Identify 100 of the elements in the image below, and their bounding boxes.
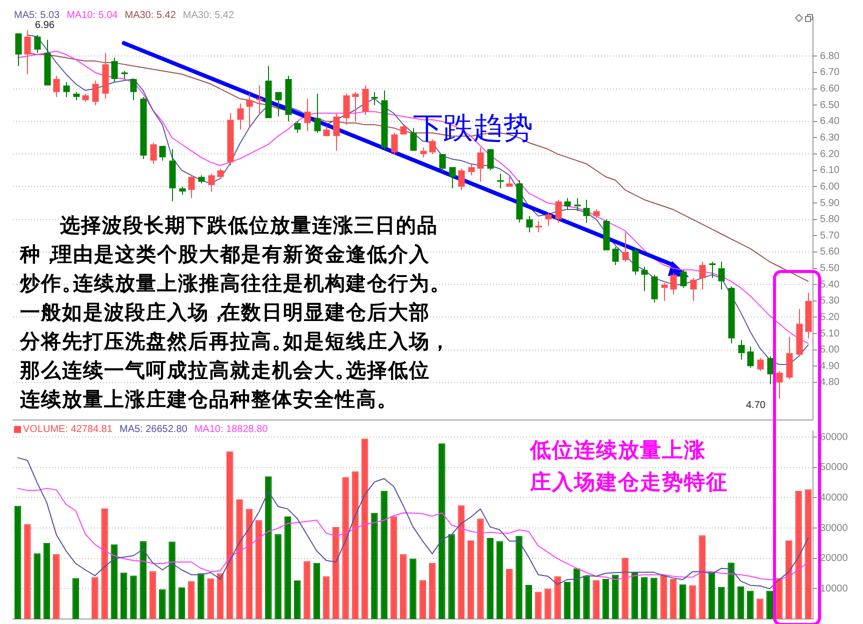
candlestick: [179, 186, 186, 196]
bar: [380, 490, 388, 619]
bar: [670, 578, 677, 619]
y-tick-label: 10000: [820, 583, 848, 594]
candlestick: [53, 75, 60, 98]
annotation: 6.96: [35, 20, 54, 31]
bar: [477, 518, 484, 619]
candlestick: [102, 52, 109, 100]
bar: [746, 590, 754, 619]
candlestick: [699, 261, 706, 290]
candlestick: [661, 282, 668, 302]
candlestick: [805, 292, 812, 339]
candlestick: [314, 93, 321, 134]
bar: [756, 598, 764, 619]
bar: [496, 541, 504, 619]
candlestick: [632, 248, 639, 276]
candlestick: [680, 269, 687, 288]
bar: [737, 586, 744, 619]
bar: [226, 451, 234, 619]
bar: [564, 582, 571, 619]
candlestick: [34, 34, 41, 54]
series-label: MA5: 5.03: [14, 10, 60, 21]
y-tick-label: 50000: [820, 462, 848, 474]
legend-label: VOLUME: 42784.81: [23, 424, 112, 435]
bar: [438, 443, 446, 619]
candlestick: [612, 246, 619, 266]
bar: [322, 576, 330, 619]
candlestick: [111, 57, 118, 83]
y-tick-label: 4.80: [820, 377, 840, 388]
candlestick: [237, 102, 244, 130]
y-tick-label: 5.50: [820, 263, 840, 274]
candlestick: [738, 340, 745, 360]
candlestick: [555, 199, 562, 224]
candlestick: [227, 112, 234, 166]
text: MA5: 26652.80: [120, 424, 188, 435]
candlestick: [670, 272, 677, 295]
bar: [14, 506, 22, 619]
candlestick: [526, 216, 533, 233]
bar: [640, 577, 648, 619]
bar: [130, 576, 137, 619]
candlestick: [651, 274, 658, 304]
bar: [284, 516, 292, 619]
candlestick: [516, 180, 523, 224]
candlestick: [545, 212, 552, 226]
candlestick: [362, 85, 369, 116]
bar: [544, 588, 552, 619]
candlestick: [44, 39, 51, 86]
bar: [188, 581, 195, 619]
annotation: 庄入场建仓走势特征: [530, 469, 728, 496]
bar: [554, 576, 561, 619]
candlestick: [747, 346, 754, 368]
candlestick: [506, 176, 513, 187]
y-tick-label: 40000: [820, 492, 848, 504]
candlestick: [535, 220, 542, 233]
bar: [140, 541, 146, 619]
bar: [428, 562, 436, 619]
candlestick: [468, 163, 475, 176]
bar: [622, 558, 628, 619]
bar: [631, 572, 638, 619]
candlestick: [256, 85, 263, 116]
y-tick-label: 6.80: [820, 50, 840, 62]
bar: [178, 587, 186, 619]
bar: [660, 575, 667, 619]
y-tick-label: 5.20: [820, 312, 840, 323]
candlestick: [796, 308, 803, 357]
candlestick: [420, 147, 427, 158]
y-tick-label: 6.50: [820, 100, 840, 111]
y-tick-label: 5.60: [820, 246, 840, 258]
bar: [236, 500, 243, 619]
annotation: 4.70: [746, 400, 766, 411]
candlestick: [198, 174, 205, 184]
candlestick: [439, 154, 446, 172]
bar: [361, 438, 368, 619]
candlestick: [381, 90, 388, 152]
y-tick-label: 5.80: [820, 214, 840, 226]
bar: [371, 512, 378, 619]
y-tick-label: 5.70: [820, 230, 840, 242]
bar: [698, 535, 706, 619]
candlestick: [776, 370, 783, 400]
candlestick: [265, 65, 272, 118]
y-tick-label: 30000: [820, 522, 848, 534]
bar: [120, 572, 128, 619]
bar: [342, 477, 349, 619]
bar: [207, 578, 214, 619]
y-tick-label: 5.30: [820, 296, 840, 307]
candlestick: [188, 174, 195, 199]
bar: [92, 577, 98, 619]
candlestick: [150, 142, 157, 164]
bar: [168, 542, 176, 619]
y-tick-label: 6.60: [820, 84, 840, 95]
candlestick: [343, 93, 350, 126]
candlestick: [497, 173, 504, 189]
bar: [313, 562, 320, 619]
bar: [516, 536, 522, 619]
bar: [332, 526, 340, 619]
candlestick: [73, 92, 80, 101]
candlestick: [63, 82, 70, 98]
bar: [149, 571, 156, 619]
bar: [486, 538, 494, 619]
candlestick: [304, 98, 311, 132]
